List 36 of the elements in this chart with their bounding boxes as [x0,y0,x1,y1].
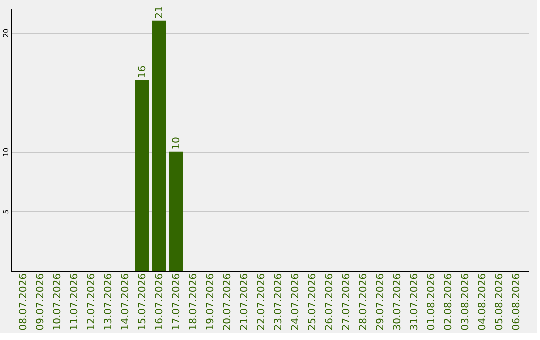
x-tick-label: 05.08.2026 [494,274,506,331]
x-tick-label: 19.07.2026 [205,274,216,331]
x-tick-label: 16.07.2026 [154,274,166,331]
x-tick-label: 13.07.2026 [103,274,114,331]
x-tick-label: 18.07.2026 [188,274,200,331]
x-tick-label: 01.08.2026 [426,274,438,331]
x-tick-label: 25.07.2026 [308,274,319,331]
x-tick-label: 30.07.2026 [392,274,404,331]
x-tick-label: 08.07.2026 [18,274,30,331]
x-tick-label: 24.07.2026 [290,274,302,331]
x-tick-label: 29.07.2026 [376,274,387,331]
x-tick-label: 12.07.2026 [86,274,98,331]
x-tick-label: 15.07.2026 [137,274,148,331]
x-tick-label: 04.08.2026 [478,274,489,331]
x-tick-label: 17.07.2026 [171,274,182,331]
x-tick-label: 28.07.2026 [358,274,370,331]
bar [169,152,184,271]
x-tick-label: 03.08.2026 [460,274,472,331]
data-label: 10 [171,137,182,150]
x-tick-label: 20.07.2026 [222,274,234,331]
data-label: 16 [137,66,148,78]
x-tick-label: 23.07.2026 [274,274,285,331]
x-tick-label: 26.07.2026 [324,274,336,331]
x-tick-label: 09.07.2026 [35,274,46,331]
data-label: 21 [154,6,166,19]
x-tick-label: 11.07.2026 [69,274,80,331]
x-tick-label: 21.07.2026 [239,274,250,331]
x-tick-label: 02.08.2026 [444,274,455,331]
x-tick-label: 10.07.2026 [52,274,64,331]
bar [135,80,150,271]
bar [152,20,166,271]
x-tick-label: 06.08.2026 [512,274,523,331]
x-tick-label: 14.07.2026 [120,274,132,331]
x-tick-label: 22.07.2026 [256,274,268,331]
x-tick-label: 27.07.2026 [342,274,353,331]
x-tick-label: 31.07.2026 [410,274,421,331]
